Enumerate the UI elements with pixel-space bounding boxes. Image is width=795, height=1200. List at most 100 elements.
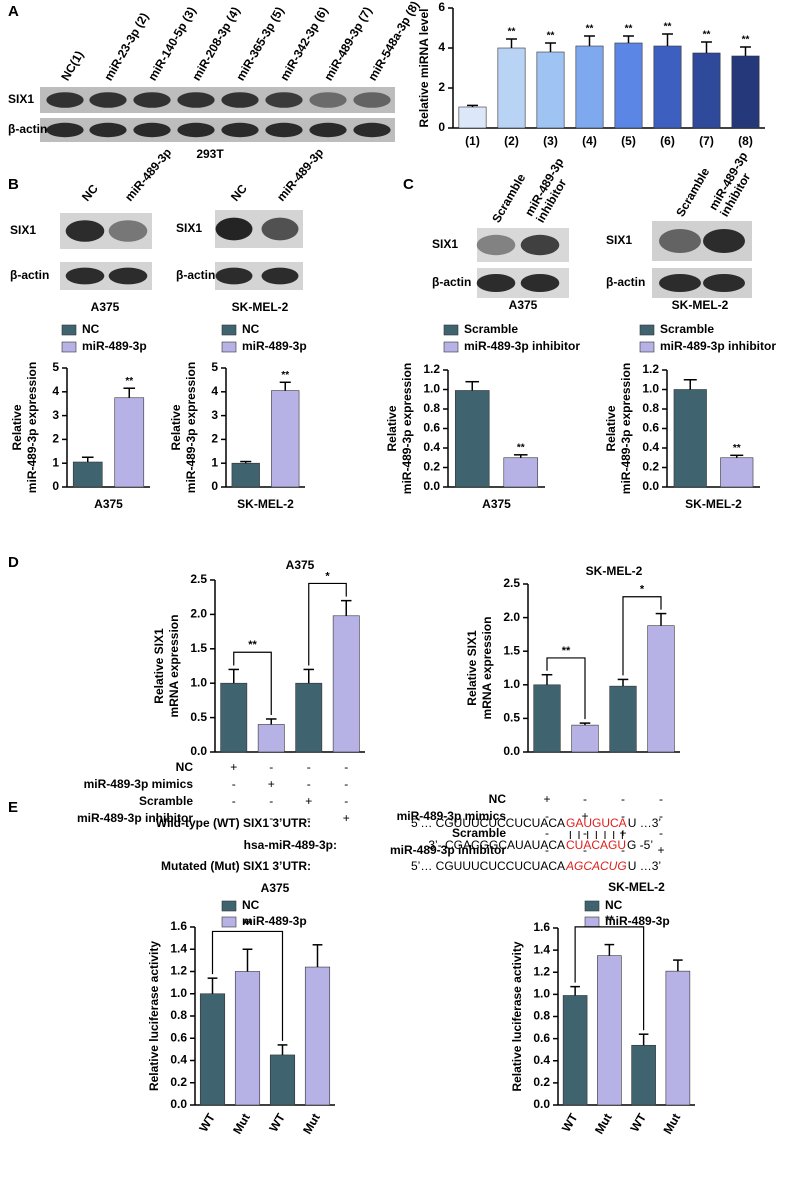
y-tick-label: 2.5 bbox=[503, 576, 520, 590]
blot-band bbox=[309, 122, 347, 138]
condition-label: NC bbox=[176, 760, 194, 774]
bar bbox=[257, 724, 285, 753]
legend-label: NC bbox=[242, 322, 260, 336]
condition-label: Scramble bbox=[452, 826, 506, 840]
y-tick-label: 0.8 bbox=[423, 401, 440, 415]
legend-swatch bbox=[221, 324, 237, 336]
blot-band bbox=[353, 92, 391, 108]
blot-band bbox=[659, 274, 701, 292]
panel-label: C bbox=[403, 176, 414, 193]
y-tick-label: 0.8 bbox=[170, 1008, 187, 1022]
y-axis-label: mRNA expression bbox=[480, 617, 494, 720]
x-tick-label: SK-MEL-2 bbox=[237, 497, 294, 511]
blot-band bbox=[265, 92, 303, 108]
blot-band bbox=[221, 122, 259, 138]
blot-band bbox=[46, 92, 84, 108]
bar bbox=[575, 45, 604, 129]
sequence-part: 5’… CGUUUCUCCUCUACA bbox=[411, 859, 565, 873]
significance-label: ** bbox=[742, 35, 750, 46]
chart-title: A375 bbox=[286, 558, 315, 572]
sequence-part: 3’- CGACGGCAUAUACA bbox=[428, 838, 565, 852]
y-tick-label: 1.0 bbox=[170, 986, 187, 1000]
bar bbox=[692, 52, 721, 129]
condition-mark: - bbox=[344, 760, 348, 774]
sequence-site: GAUGUCA bbox=[566, 816, 627, 830]
blot-caption: SK-MEL-2 bbox=[672, 298, 729, 312]
significance-label: ** bbox=[605, 914, 614, 926]
blot-lane-label: NC bbox=[79, 181, 101, 204]
blot-lane-label: miR-208-3p (4) bbox=[189, 4, 242, 83]
blot-band bbox=[65, 267, 105, 285]
y-tick-label: 0.6 bbox=[423, 421, 440, 435]
y-tick-label: 2.0 bbox=[503, 610, 520, 624]
bar bbox=[497, 47, 526, 129]
significance-bracket bbox=[546, 657, 586, 720]
blot-lane-label: miR-342-3p (6) bbox=[277, 4, 330, 83]
condition-mark: - bbox=[621, 792, 625, 806]
x-tick-label: (2) bbox=[504, 134, 519, 148]
condition-mark: - bbox=[232, 794, 236, 808]
x-tick-label: Mut bbox=[592, 1111, 615, 1136]
panel-label: A bbox=[8, 3, 19, 20]
blot-band bbox=[133, 122, 171, 138]
panel-label: E bbox=[8, 799, 18, 816]
panel-label: B bbox=[8, 176, 19, 193]
blot-band bbox=[520, 234, 560, 256]
bar bbox=[271, 390, 300, 488]
condition-label: miR-489-3p mimics bbox=[84, 777, 194, 791]
legend-swatch bbox=[639, 324, 655, 336]
blot-band bbox=[177, 122, 215, 138]
legend-swatch bbox=[221, 341, 237, 353]
y-axis-label: miR-489-3p expression bbox=[619, 363, 633, 494]
y-tick-label: 0.0 bbox=[533, 1097, 550, 1111]
bar bbox=[720, 457, 754, 488]
significance-label: ** bbox=[625, 24, 633, 35]
y-tick-label: 6 bbox=[438, 0, 445, 14]
significance-label: ** bbox=[243, 918, 252, 930]
sequence-part: U …3’ bbox=[628, 816, 661, 830]
bar bbox=[454, 390, 490, 488]
condition-mark: - bbox=[659, 826, 663, 840]
legend-swatch bbox=[584, 900, 600, 912]
sequence-site: AGCACUG bbox=[565, 859, 627, 873]
y-tick-label: 1.5 bbox=[503, 643, 520, 657]
condition-mark: + bbox=[230, 760, 237, 774]
blot-band bbox=[703, 229, 745, 253]
x-tick-label: (5) bbox=[621, 134, 636, 148]
bar bbox=[114, 397, 145, 488]
condition-mark: - bbox=[269, 794, 273, 808]
y-tick-label: 0 bbox=[52, 479, 59, 493]
chart-title: SK-MEL-2 bbox=[608, 880, 665, 894]
y-tick-label: 0.0 bbox=[642, 479, 659, 493]
blot-band bbox=[65, 220, 105, 242]
significance-label: * bbox=[325, 570, 330, 582]
y-tick-label: 2.5 bbox=[190, 572, 207, 586]
blot-band bbox=[261, 267, 299, 285]
blot-row-label: β-actin bbox=[606, 275, 645, 289]
legend-swatch bbox=[443, 341, 459, 353]
legend-label: NC bbox=[605, 898, 623, 912]
y-axis-label: Relative bbox=[604, 405, 618, 451]
y-axis-label: miR-489-3p expression bbox=[400, 363, 414, 494]
blot-row-label: β-actin bbox=[432, 275, 471, 289]
condition-mark: + bbox=[657, 843, 664, 857]
bar bbox=[597, 955, 622, 1106]
legend-label: Scramble bbox=[464, 322, 518, 336]
bar bbox=[571, 724, 599, 753]
y-tick-label: 2 bbox=[438, 80, 445, 94]
panel-label: D bbox=[8, 554, 19, 571]
sequence-label: Wild-type (WT) SIX1 3’UTR: bbox=[156, 816, 311, 830]
x-tick-label: (1) bbox=[465, 134, 480, 148]
condition-mark: - bbox=[307, 760, 311, 774]
y-axis-label: Relative luciferase activity bbox=[147, 941, 161, 1091]
condition-mark: + bbox=[305, 794, 312, 808]
condition-mark: - bbox=[545, 809, 549, 823]
significance-label: * bbox=[640, 584, 645, 596]
condition-mark: - bbox=[621, 809, 625, 823]
y-tick-label: 3 bbox=[211, 408, 218, 422]
y-axis-label: Relative bbox=[169, 404, 183, 450]
y-tick-label: 0.0 bbox=[423, 479, 440, 493]
significance-label: ** bbox=[125, 376, 133, 387]
x-tick-label: WT bbox=[196, 1111, 218, 1135]
